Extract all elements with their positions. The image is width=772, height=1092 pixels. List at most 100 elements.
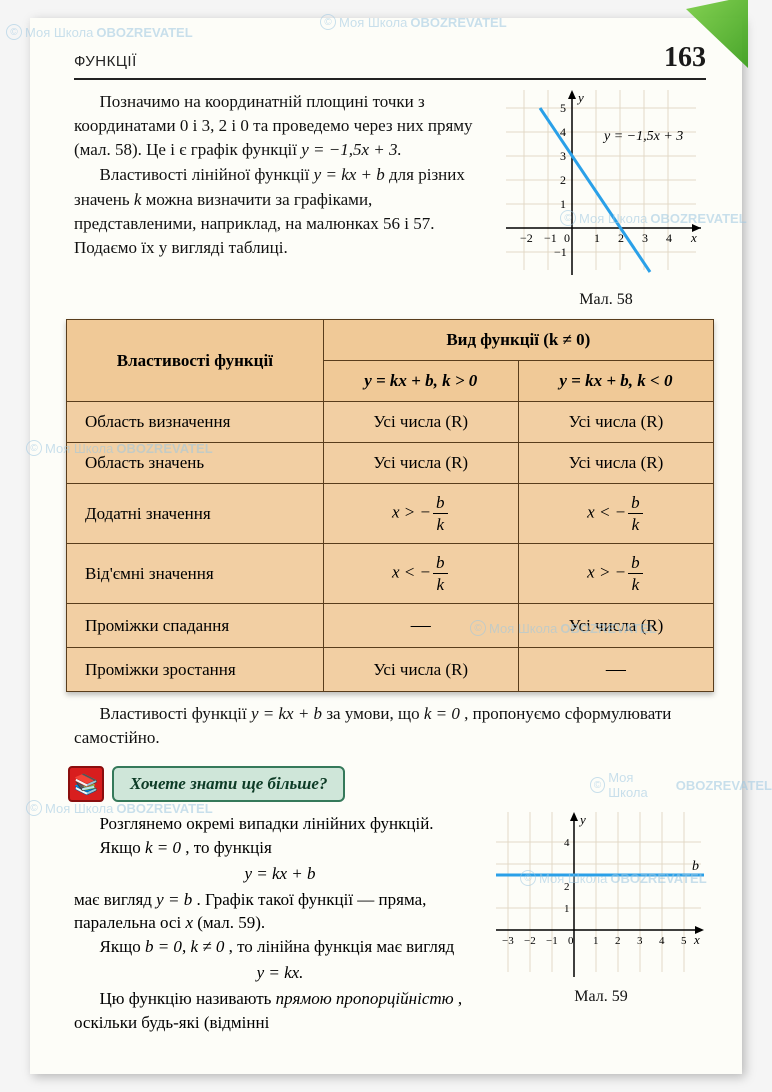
- row-increase-neg: —: [518, 648, 713, 692]
- svg-text:4: 4: [564, 837, 570, 849]
- figure-58-svg: −2 −1 0 1 2 3 4 x 1 2 3 4 5 −1 y y = −1,5x + 3: [506, 90, 706, 285]
- svg-text:5: 5: [560, 101, 566, 115]
- svg-text:0: 0: [564, 231, 570, 245]
- intro-line2: Властивості лінійної функції: [100, 165, 314, 184]
- svg-text:2: 2: [560, 173, 566, 187]
- svg-text:3: 3: [560, 149, 566, 163]
- intro-row: Позначимо на координатній площині точки …: [74, 90, 706, 309]
- svg-text:2: 2: [564, 881, 570, 893]
- row-increase-pos: Усі числа (R): [323, 648, 518, 692]
- svg-text:3: 3: [637, 935, 643, 947]
- th-pos-text: y = kx + b, k > 0: [364, 371, 477, 390]
- intro-eq2: y = kx + b: [314, 165, 385, 184]
- row-positive-pos: x > −bk: [323, 484, 518, 544]
- properties-table: Властивості функції Вид функції (k ≠ 0) …: [66, 319, 714, 692]
- p2-eq: y = kx + b: [251, 704, 322, 723]
- figure-58: −2 −1 0 1 2 3 4 x 1 2 3 4 5 −1 y y = −1,5x + 3…: [506, 90, 706, 309]
- svg-text:4: 4: [560, 125, 566, 139]
- svg-text:3: 3: [642, 231, 648, 245]
- svg-text:y: y: [576, 90, 584, 105]
- p3-l2a: Якщо: [100, 838, 145, 857]
- th-kind-text: Вид функції (k ≠ 0): [446, 330, 590, 349]
- row-domain-neg: Усі числа (R): [518, 402, 713, 443]
- svg-text:2: 2: [615, 935, 621, 947]
- p3-k0: k = 0: [145, 838, 181, 857]
- p3-xax: x: [185, 913, 193, 932]
- svg-text:y: y: [578, 812, 586, 827]
- p3-l1: Розглянемо окремі випадки лінійних функц…: [74, 812, 486, 836]
- svg-text:2: 2: [618, 231, 624, 245]
- cases-text: Розглянемо окремі випадки лінійних функц…: [74, 812, 486, 1034]
- figure-59-caption: Мал. 59: [496, 988, 706, 1006]
- svg-text:−3: −3: [502, 935, 514, 947]
- th-properties: Властивості функції: [67, 320, 324, 402]
- p3-l4a: Якщо: [100, 937, 145, 956]
- intro-line1: Позначимо на координатній площині точки …: [74, 92, 473, 159]
- svg-text:0: 0: [568, 935, 574, 947]
- line-equation: y = −1,5x + 3: [602, 129, 683, 144]
- row-decrease-neg: Усі числа (R): [518, 604, 713, 648]
- svg-text:b: b: [692, 859, 699, 874]
- textbook-page: ФУНКЦІЇ 163 Позначимо на координатній пл…: [30, 18, 742, 1074]
- p3-kn0: k ≠ 0: [190, 937, 224, 956]
- intro-text: Позначимо на координатній площині точки …: [74, 90, 494, 309]
- want-more-label: Хочете знати ще більше?: [112, 766, 345, 802]
- row-positive-label: Додатні значення: [67, 484, 324, 544]
- formula-2: y = kx.: [74, 961, 486, 985]
- p2-a: Властивості функції: [100, 704, 251, 723]
- row-range-label: Область значень: [67, 443, 324, 484]
- row-range-neg: Усі числа (R): [518, 443, 713, 484]
- figure-58-caption: Мал. 58: [506, 291, 706, 309]
- row-domain-pos: Усі числа (R): [323, 402, 518, 443]
- svg-text:−2: −2: [524, 935, 536, 947]
- formula-1: y = kx + b: [74, 862, 486, 886]
- th-kind: Вид функції (k ≠ 0): [323, 320, 713, 361]
- svg-text:−1: −1: [546, 935, 558, 947]
- row-domain-label: Область визначення: [67, 402, 324, 443]
- p2-cond: k = 0: [424, 704, 460, 723]
- svg-text:x: x: [690, 230, 697, 245]
- row-negative-label: Від'ємні значення: [67, 544, 324, 604]
- row-increase-label: Проміжки зростання: [67, 648, 324, 692]
- svg-text:x: x: [693, 932, 700, 947]
- th-neg-text: y = kx + b, k < 0: [559, 371, 672, 390]
- cases-row: Розглянемо окремі випадки лінійних функц…: [74, 812, 706, 1034]
- books-icon: 📚: [68, 766, 104, 802]
- p3-l4b: , то лінійна функція має вигляд: [229, 937, 455, 956]
- figure-59-svg: b −3 −2 −1 0 1 2 3 4 5 x 1 2 4 y: [496, 812, 706, 982]
- svg-text:4: 4: [659, 935, 665, 947]
- p3-term: прямою пропорційністю: [276, 989, 454, 1008]
- p3-l3c: (мал. 59).: [197, 913, 265, 932]
- svg-text:1: 1: [593, 935, 599, 947]
- p3-l2b: , то функція: [185, 838, 272, 857]
- svg-text:−2: −2: [520, 231, 533, 245]
- row-decrease-pos: —: [323, 604, 518, 648]
- page-header: ФУНКЦІЇ 163: [74, 42, 706, 80]
- svg-text:5: 5: [681, 935, 687, 947]
- svg-text:1: 1: [594, 231, 600, 245]
- after-table-text: Властивості функції y = kx + b за умови,…: [74, 702, 706, 750]
- chapter-title: ФУНКЦІЇ: [74, 53, 137, 70]
- p2-b: за умови, що: [326, 704, 424, 723]
- p3-l3a: має вигляд: [74, 890, 156, 909]
- row-negative-neg: x > −bk: [518, 544, 713, 604]
- row-negative-pos: x < −bk: [323, 544, 518, 604]
- row-positive-neg: x < −bk: [518, 484, 713, 544]
- th-k-positive: y = kx + b, k > 0: [323, 361, 518, 402]
- svg-text:1: 1: [564, 903, 570, 915]
- svg-text:−1: −1: [554, 245, 567, 259]
- properties-table-wrap: Властивості функції Вид функції (k ≠ 0) …: [66, 319, 714, 692]
- svg-text:−1: −1: [544, 231, 557, 245]
- intro-eq1: y = −1,5x + 3.: [301, 140, 402, 159]
- row-decrease-label: Проміжки спадання: [67, 604, 324, 648]
- p3-b0: b = 0: [145, 937, 182, 956]
- intro-k: k: [134, 190, 142, 209]
- th-k-negative: y = kx + b, k < 0: [518, 361, 713, 402]
- row-range-pos: Усі числа (R): [323, 443, 518, 484]
- svg-text:4: 4: [666, 231, 672, 245]
- page-number: 163: [664, 42, 706, 74]
- p3-yb: y = b: [156, 890, 192, 909]
- svg-text:1: 1: [560, 197, 566, 211]
- p3-l5a: Цю функцію називають: [100, 989, 276, 1008]
- want-more-box: 📚 Хочете знати ще більше?: [68, 766, 706, 802]
